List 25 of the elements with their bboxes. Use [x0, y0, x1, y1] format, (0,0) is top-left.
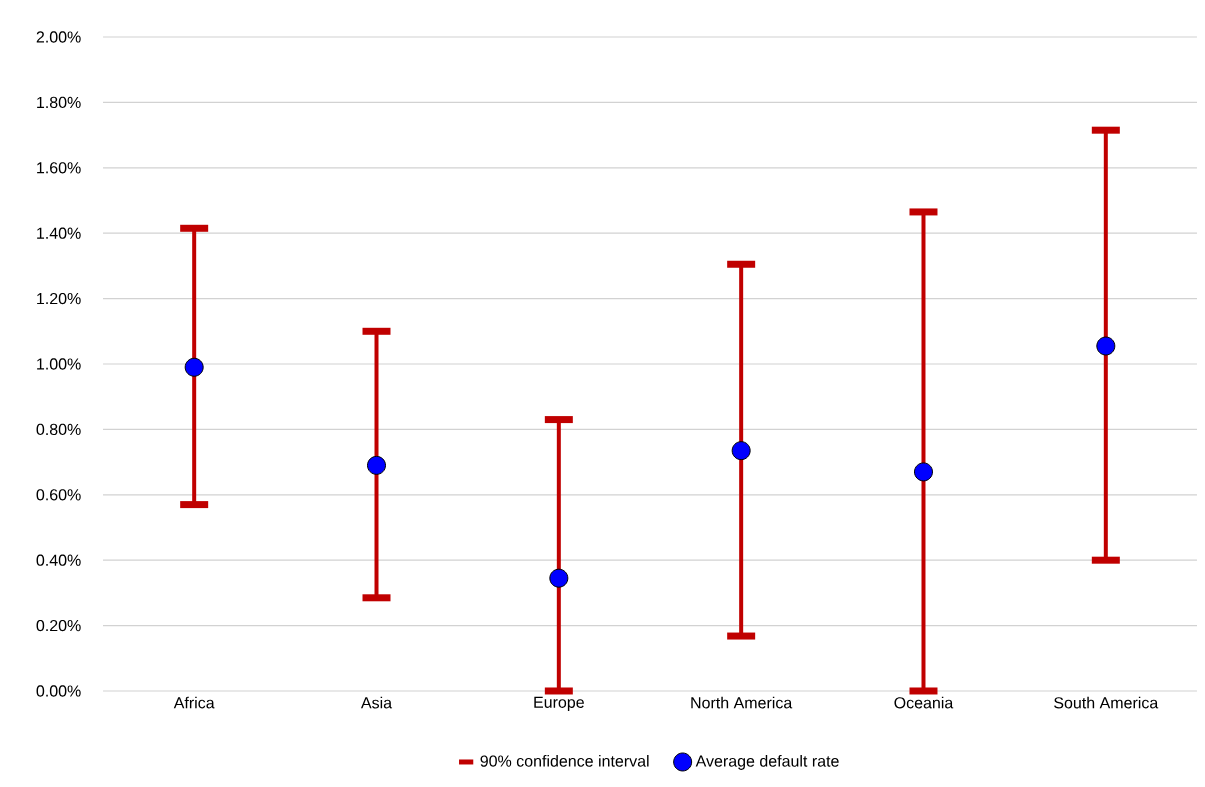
point: [367, 455, 387, 475]
y-tick-label: 1.40%: [37, 227, 81, 239]
y-tick-label: 2.00%: [36, 31, 81, 43]
x-tick-label: Europe: [534, 696, 584, 712]
x-tick-label: South America: [1054, 696, 1159, 709]
legend-label: 90% confidence interval: [480, 754, 649, 767]
x-tick-label: Oceania: [894, 696, 954, 709]
legend-label: Average default rate: [695, 754, 839, 770]
y-tick-label: 0.00%: [36, 685, 81, 697]
point: [913, 462, 933, 482]
y-tick-label: 0.20%: [36, 619, 81, 632]
y-tick-label: 1.80%: [37, 96, 81, 109]
point: [1096, 336, 1116, 356]
y-tick-label: 1.00%: [37, 358, 81, 370]
y-tick-label: 0.80%: [36, 423, 81, 436]
point: [184, 357, 204, 377]
y-tick-label: 1.20%: [37, 292, 81, 305]
x-tick-label: Asia: [360, 696, 393, 709]
y-tick-label: 0.60%: [36, 489, 81, 501]
y-tick-label: 1.60%: [37, 162, 81, 174]
x-tick-label: Africa: [173, 696, 215, 709]
y-tick-label: 0.40%: [36, 554, 81, 566]
x-tick-label: North America: [691, 696, 793, 709]
point: [731, 441, 751, 461]
point: [549, 568, 569, 588]
